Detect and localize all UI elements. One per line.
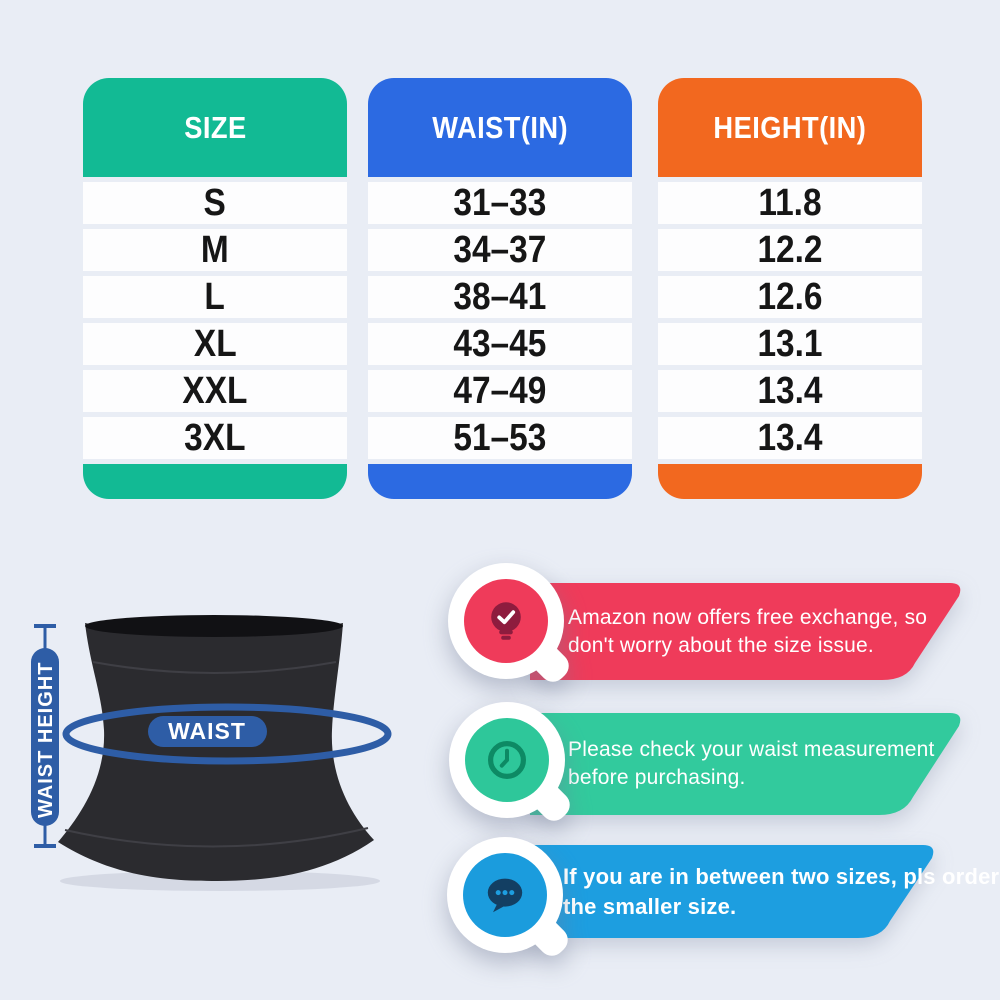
waist-column-header: WAIST(IN) <box>368 78 632 177</box>
cell-size-l: L <box>204 275 226 318</box>
cell-size-xxl: XXL <box>182 369 248 412</box>
table-row: 13.1 <box>658 323 922 365</box>
clock-icon <box>488 741 526 779</box>
table-row: 13.4 <box>658 370 922 412</box>
waist-trainer-illustration: WAIST WAIST HEIGHT <box>31 615 392 891</box>
callout-measure-line2: before purchasing. <box>568 766 746 789</box>
waist-column-header-label: WAIST(IN) <box>432 109 568 145</box>
height-label-pill <box>31 648 59 826</box>
size-column: SIZE S M L XL XXL 3XL <box>83 78 347 499</box>
waist-column-footer-bar <box>368 464 632 499</box>
waist-label-pill <box>148 716 267 747</box>
waist-measure-ellipse <box>62 703 392 765</box>
table-row: M <box>83 229 347 271</box>
cell-waist-l: 38–41 <box>453 275 547 318</box>
table-row: 43–45 <box>368 323 632 365</box>
table-row: L <box>83 276 347 318</box>
callout-measure-banner-shape <box>530 713 961 815</box>
badge-disc <box>464 579 548 663</box>
waist-trainer-opening <box>85 615 343 637</box>
cell-height-3xl: 13.4 <box>757 416 823 459</box>
cell-waist-m: 34–37 <box>453 228 547 271</box>
cell-size-3xl: 3XL <box>184 416 246 459</box>
callout-between-sizes-line2: the smaller size. <box>563 893 737 919</box>
cell-waist-xxl: 47–49 <box>453 369 547 412</box>
lightbulb-check-icon <box>491 602 521 640</box>
table-row: 3XL <box>83 417 347 459</box>
callout-between-sizes-banner: If you are in between two sizes, pls ord… <box>525 845 999 938</box>
badge-disc <box>463 853 547 937</box>
bottom-seam-line <box>64 827 369 848</box>
waist-height-label: WAIST HEIGHT <box>35 662 57 818</box>
height-column-footer-bar <box>658 464 922 499</box>
callout-between-sizes-badge <box>447 837 574 962</box>
table-row: 13.4 <box>658 417 922 459</box>
top-seam-line <box>92 661 337 674</box>
badge-disc <box>465 718 549 802</box>
callout-between-sizes-banner-shape <box>525 845 934 938</box>
cell-height-s: 11.8 <box>758 181 822 224</box>
cell-height-xxl: 13.4 <box>757 369 823 412</box>
table-row: 31–33 <box>368 182 632 224</box>
table-row: 38–41 <box>368 276 632 318</box>
table-row: 12.2 <box>658 229 922 271</box>
cell-waist-3xl: 51–53 <box>453 416 547 459</box>
waist-trainer-figure: WAIST WAIST HEIGHT <box>10 588 440 898</box>
callout-between-sizes-text: If you are in between two sizes, pls ord… <box>563 845 999 938</box>
callout-measure-line1: Please check your waist measurement <box>568 738 935 762</box>
table-row: S <box>83 182 347 224</box>
size-column-header: SIZE <box>83 78 347 177</box>
table-row: XXL <box>83 370 347 412</box>
table-row: 12.6 <box>658 276 922 318</box>
table-row: 34–37 <box>368 229 632 271</box>
callout-exchange-banner-shape <box>530 583 961 680</box>
cell-size-xl: XL <box>193 322 237 365</box>
cell-waist-s: 31–33 <box>453 181 547 224</box>
ground-shadow <box>60 871 380 891</box>
table-row: 51–53 <box>368 417 632 459</box>
cell-size-s: S <box>203 181 227 224</box>
waist-label: WAIST <box>168 718 246 744</box>
table-row: 47–49 <box>368 370 632 412</box>
table-row: 11.8 <box>658 182 922 224</box>
cell-height-xl: 13.1 <box>757 322 823 365</box>
cell-waist-xl: 43–45 <box>453 322 547 365</box>
table-row: XL <box>83 323 347 365</box>
callout-exchange-line1: Amazon now offers free exchange, so <box>568 605 928 629</box>
callout-measure-banner: Please check your waist measurement befo… <box>530 713 965 815</box>
size-column-footer-bar <box>83 464 347 499</box>
callout-measure-text: Please check your waist measurement befo… <box>568 713 935 815</box>
chat-dots-icon <box>487 878 523 913</box>
height-column-header-label: HEIGHT(IN) <box>713 109 867 145</box>
callout-between-sizes-line1: If you are in between two sizes, pls ord… <box>563 864 1000 890</box>
waist-trainer-body <box>58 623 374 881</box>
cell-size-m: M <box>201 228 229 271</box>
height-column: HEIGHT(IN) 11.8 12.2 12.6 13.1 13.4 13.4 <box>658 78 922 499</box>
cell-height-l: 12.6 <box>757 275 823 318</box>
height-column-header: HEIGHT(IN) <box>658 78 922 177</box>
callout-exchange-text: Amazon now offers free exchange, so don'… <box>568 583 927 680</box>
callout-exchange-line2: don't worry about the size issue. <box>568 633 874 657</box>
callout-exchange-banner: Amazon now offers free exchange, so don'… <box>530 583 965 680</box>
waist-column: WAIST(IN) 31–33 34–37 38–41 43–45 47–49 … <box>368 78 632 499</box>
callout-measure-badge <box>449 702 576 827</box>
callout-exchange-badge <box>448 563 575 688</box>
size-column-header-label: SIZE <box>183 109 247 145</box>
cell-height-m: 12.2 <box>757 228 823 271</box>
